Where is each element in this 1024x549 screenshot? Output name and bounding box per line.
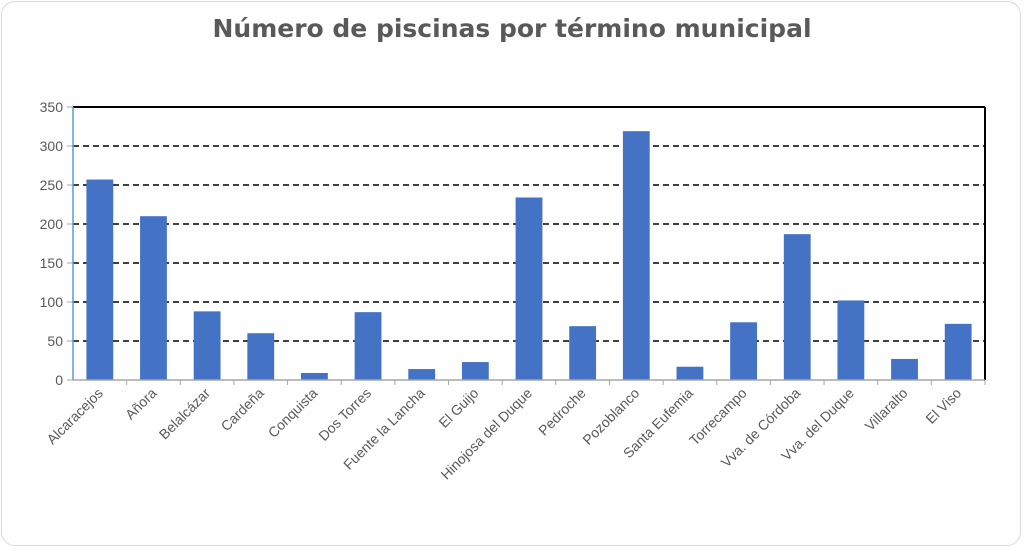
- bar: [891, 358, 918, 380]
- x-tick-label: Belalcázar: [156, 385, 214, 443]
- y-tick-label: 200: [40, 216, 64, 232]
- bar: [730, 322, 757, 380]
- y-tick-label: 250: [40, 177, 64, 193]
- y-tick-labels: 0 50 100 150 200 250 300 350: [40, 99, 64, 388]
- bar: [247, 333, 275, 380]
- bar: [622, 131, 650, 380]
- bar: [515, 197, 543, 380]
- bar: [461, 362, 489, 380]
- x-tick-label: El Guijo: [435, 385, 481, 431]
- bar: [354, 312, 382, 380]
- bar: [944, 323, 972, 380]
- x-tick-label: Pedroche: [535, 385, 589, 439]
- x-tick-label: Añora: [122, 385, 160, 423]
- bar: [140, 216, 167, 380]
- bars: [86, 131, 972, 380]
- y-tick-label: 50: [47, 333, 63, 349]
- bar: [569, 326, 597, 380]
- x-tick-label: Villaralto: [862, 385, 911, 434]
- x-tick-label: Alcaracejos: [43, 385, 105, 447]
- y-tick-label: 100: [40, 294, 64, 310]
- bar: [676, 366, 704, 380]
- y-tick-label: 0: [55, 372, 63, 388]
- axes: [67, 106, 986, 385]
- y-tick-label: 300: [40, 138, 64, 154]
- bar: [408, 369, 436, 380]
- chart-title: Número de piscinas por término municipal: [212, 14, 812, 43]
- x-tick-label: Cardeña: [218, 385, 267, 434]
- bar: [783, 234, 811, 380]
- x-tick-label: Conquista: [265, 385, 321, 441]
- x-tick-label: Hinojosa del Duque: [437, 385, 535, 483]
- bar: [193, 311, 221, 380]
- bar: [86, 179, 114, 380]
- bar: [837, 300, 865, 380]
- x-tick-label: El Viso: [922, 385, 964, 427]
- bar: [301, 372, 328, 380]
- y-tick-label: 150: [40, 255, 64, 271]
- y-tick-label: 350: [40, 99, 64, 115]
